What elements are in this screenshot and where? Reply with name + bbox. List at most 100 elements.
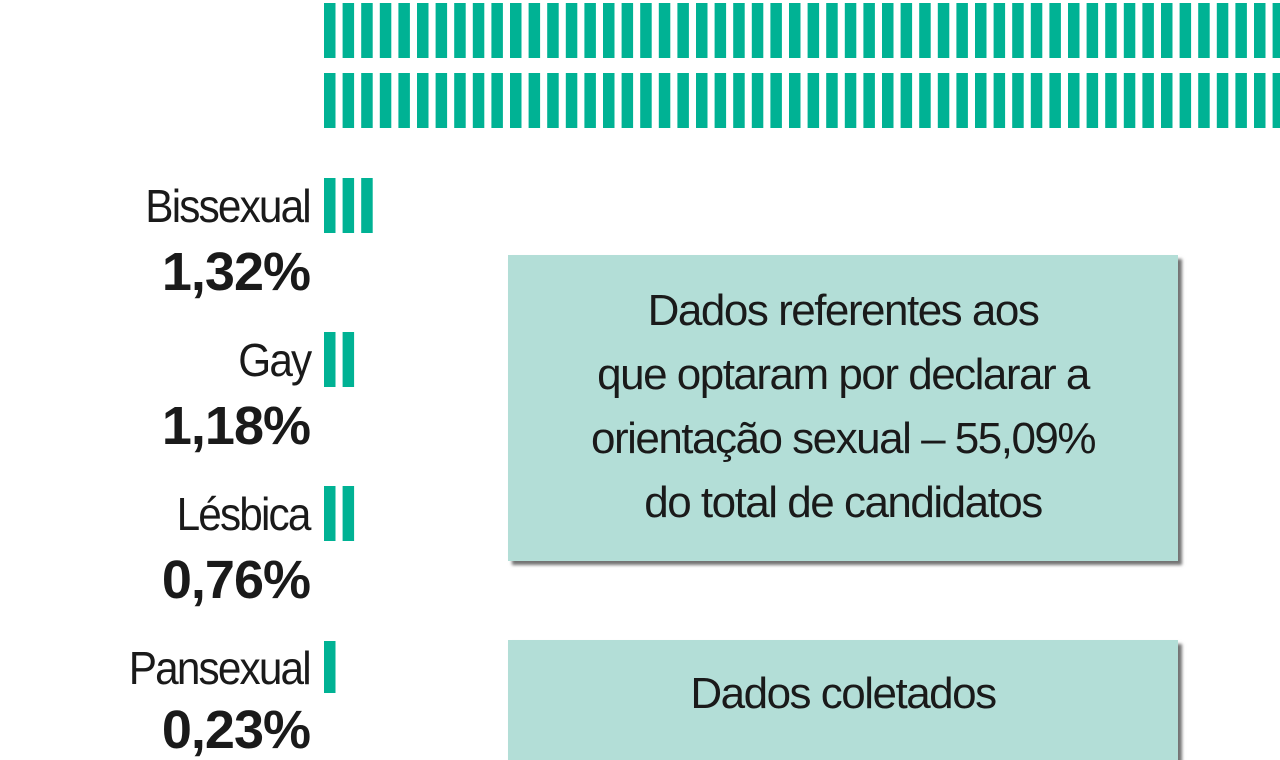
bar-tick [1012, 73, 1024, 128]
bar-tick [603, 3, 615, 58]
bar-series-1 [324, 73, 1280, 128]
bar-tick [547, 3, 559, 58]
note-declared-box: Dados referentes aos que optaram por dec… [508, 255, 1178, 561]
bar-tick [510, 73, 522, 128]
bar-tick [417, 73, 429, 128]
bar-tick [1012, 3, 1024, 58]
bar-tick [324, 73, 336, 128]
bar-tick [863, 3, 875, 58]
bar-tick [677, 73, 689, 128]
bar-series-2 [324, 178, 373, 233]
bar-tick [1254, 3, 1266, 58]
bar-tick [584, 73, 596, 128]
bar-tick [361, 178, 373, 233]
bar-tick [435, 73, 448, 128]
bar-tick [640, 3, 652, 58]
note-collected-box: Dados coletados [508, 640, 1178, 760]
bar-tick [844, 3, 857, 58]
bar-tick [733, 73, 745, 128]
bar-tick [603, 73, 615, 128]
bar-tick [1105, 3, 1117, 58]
bar-tick [863, 73, 875, 128]
bar-tick [1142, 3, 1154, 58]
bar-tick [658, 3, 671, 58]
bar-tick [696, 73, 708, 128]
bar-tick [1272, 73, 1280, 128]
bar-series-0 [324, 3, 1280, 58]
bar-tick [454, 73, 466, 128]
category-label-bissexual: Bissexual [145, 180, 311, 232]
bar-tick [826, 3, 838, 58]
bar-tick [1030, 73, 1043, 128]
bar-tick [714, 73, 727, 128]
bar-series-3 [324, 332, 355, 387]
bar-tick [640, 73, 652, 128]
bar-tick [324, 486, 336, 541]
bar-tick [510, 3, 522, 58]
note-collected-text: Dados coletados [690, 669, 997, 718]
bar-tick [324, 178, 336, 233]
bar-tick [956, 3, 968, 58]
value-label-lesbica: 0,76% [161, 550, 311, 610]
bar-tick [454, 3, 466, 58]
bar-tick [937, 3, 950, 58]
bar-tick [956, 73, 968, 128]
bar-tick [1123, 3, 1136, 58]
bar-tick [993, 73, 1006, 128]
bar-tick [472, 3, 485, 58]
bar-tick [975, 73, 987, 128]
bar-tick [491, 73, 503, 128]
bar-tick [1198, 73, 1210, 128]
bar-tick [658, 73, 671, 128]
bar-tick [621, 3, 634, 58]
bar-tick [565, 3, 578, 58]
bar-tick [882, 3, 894, 58]
bar-tick [342, 73, 355, 128]
bar-tick [1179, 73, 1192, 128]
bar-tick [1068, 73, 1080, 128]
bar-tick [733, 3, 745, 58]
bar-tick [1142, 73, 1154, 128]
bar-tick [491, 3, 503, 58]
bar-tick [361, 73, 373, 128]
bar-tick [1049, 3, 1061, 58]
bar-tick [1216, 73, 1229, 128]
bar-tick [1123, 73, 1136, 128]
bar-tick [1235, 73, 1247, 128]
bar-tick [398, 73, 410, 128]
bar-tick [435, 3, 448, 58]
bar-tick [919, 73, 931, 128]
bar-tick [1216, 3, 1229, 58]
bar-tick [770, 3, 782, 58]
bar-tick [975, 3, 987, 58]
value-label-bissexual: 1,32% [161, 242, 311, 302]
bar-tick [1030, 3, 1043, 58]
bar-tick [398, 3, 410, 58]
bar-tick [900, 3, 913, 58]
bar-tick [1105, 73, 1117, 128]
bar-tick [751, 3, 764, 58]
bar-tick [1272, 3, 1280, 58]
bar-chart [324, 3, 1280, 693]
bar-tick [1179, 3, 1192, 58]
bar-tick [324, 3, 336, 58]
bar-tick [528, 73, 541, 128]
bar-tick [1254, 73, 1266, 128]
category-label-lesbica: Lésbica [177, 488, 312, 540]
bar-tick [342, 178, 355, 233]
value-label-gay: 1,18% [161, 396, 311, 456]
category-label-pansexual: Pansexual [128, 642, 312, 694]
bar-tick [789, 3, 801, 58]
bar-tick [807, 3, 820, 58]
bar-series-4 [324, 486, 355, 541]
bar-tick [826, 73, 838, 128]
bar-tick [1161, 73, 1173, 128]
bar-tick [714, 3, 727, 58]
bar-tick [993, 3, 1006, 58]
category-label-gay: Gay [237, 334, 312, 386]
bar-tick [1086, 3, 1099, 58]
bar-tick [677, 3, 689, 58]
bar-tick [919, 3, 931, 58]
bar-tick [565, 73, 578, 128]
bar-series-5 [324, 641, 336, 693]
